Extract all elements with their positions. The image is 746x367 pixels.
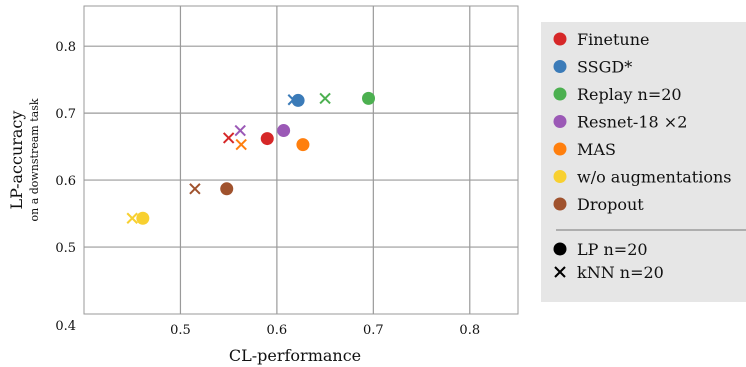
- legend-label: w/o augmentations: [577, 168, 732, 187]
- legend-item-replay-n-20: Replay n=20: [553, 85, 682, 104]
- x-tick-label: 0.8: [459, 323, 480, 338]
- cross-marker-icon: [554, 266, 566, 278]
- legend-marker-cross: kNN n=20: [554, 263, 664, 282]
- y-tick-label: 0.6: [55, 174, 76, 189]
- plot-area: [83, 5, 519, 315]
- legend-swatch: [553, 142, 567, 156]
- legend-label: Finetune: [577, 30, 650, 49]
- legend-swatch: [553, 115, 567, 128]
- circle-marker-icon: [553, 242, 567, 256]
- y-axis-label: LP-accuracy: [7, 111, 26, 210]
- legend-item-resnet-18-2: Resnet-18 ×2: [553, 113, 687, 132]
- grid: [84, 6, 518, 314]
- lp-point-finetune: [260, 132, 274, 146]
- legend-label: Resnet-18 ×2: [577, 113, 687, 132]
- legend-marker-circle: LP n=20: [553, 240, 648, 259]
- legend-item-finetune: Finetune: [553, 30, 650, 49]
- knn-point-resnet-18-2: [234, 124, 246, 137]
- legend-item-dropout: Dropout: [553, 195, 644, 214]
- legend-item-mas: MAS: [553, 140, 616, 159]
- origin-tick-label: 0.4: [55, 319, 76, 334]
- legend-swatch: [553, 87, 567, 101]
- legend-swatch: [553, 197, 567, 211]
- legend-swatch: [553, 32, 567, 46]
- x-axis-label: CL-performance: [229, 346, 361, 365]
- legend-swatch: [553, 170, 567, 183]
- lp-point-mas: [296, 138, 310, 152]
- legend-item-w-o-augmentations: w/o augmentations: [553, 168, 732, 187]
- legend-label: SSGD*: [577, 58, 632, 77]
- y-tick-label: 0.7: [55, 107, 76, 122]
- legend-label: MAS: [577, 140, 616, 159]
- lp-point-replay-n-20: [362, 91, 376, 105]
- legend-label: Dropout: [577, 195, 644, 214]
- lp-point-dropout: [220, 182, 234, 196]
- legend-items: Finetune SSGD* Replay n=20 Resnet-18 ×2 MAS w…: [553, 30, 732, 214]
- tick-labels: 0.5 0.6 0.7 0.8 0.5 0.6 0.7 0.8 0.4: [55, 40, 480, 338]
- legend-box: [541, 22, 746, 302]
- lp-point-ssgd: [291, 93, 305, 107]
- x-tick-label: 0.6: [267, 323, 288, 338]
- legend-item-ssgd: SSGD*: [553, 58, 632, 77]
- legend-marker-items: LP n=20 kNN n=20: [553, 240, 664, 282]
- data-points: [126, 91, 376, 225]
- knn-point-replay-n-20: [319, 92, 331, 105]
- knn-point-dropout: [189, 183, 201, 195]
- legend-label: Replay n=20: [577, 85, 682, 104]
- lp-point-resnet-18-2: [277, 124, 291, 138]
- knn-point-finetune: [222, 132, 235, 144]
- x-tick-label: 0.5: [170, 323, 191, 338]
- legend-swatch: [553, 60, 567, 73]
- x-tick-label: 0.7: [363, 323, 384, 338]
- knn-point-w-o-augmentations: [126, 212, 138, 224]
- knn-point-mas: [235, 138, 247, 151]
- legend-marker-label: kNN n=20: [577, 263, 664, 282]
- y-axis-sublabel: on a downstream task: [28, 98, 41, 221]
- y-tick-label: 0.8: [55, 40, 76, 55]
- legend-marker-label: LP n=20: [577, 240, 648, 259]
- legend: Finetune SSGD* Replay n=20 Resnet-18 ×2 MAS w…: [541, 22, 746, 302]
- y-tick-label: 0.5: [55, 241, 76, 256]
- lp-point-w-o-augmentations: [136, 211, 150, 225]
